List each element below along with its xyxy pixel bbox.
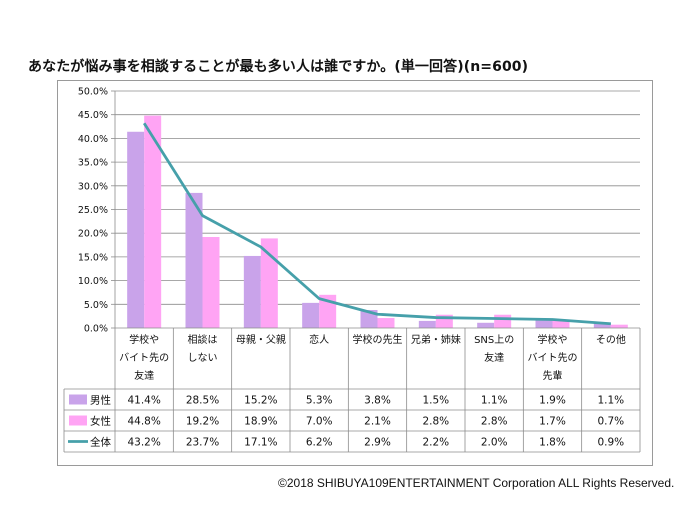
data-label: 15.2% [244, 395, 277, 407]
data-label: 41.4% [127, 395, 160, 407]
bar-female [377, 318, 395, 328]
category-label: 友達 [484, 351, 504, 364]
bar-female [494, 314, 512, 328]
bar-female [260, 238, 278, 328]
legend-label: 女性 [90, 415, 111, 428]
bar-male [535, 318, 553, 328]
category-label: 学校の先生 [353, 333, 403, 346]
y-tick-label: 25.0% [78, 205, 108, 216]
y-tick-label: 0.0% [84, 324, 108, 335]
data-label: 5.3% [306, 395, 333, 407]
bar-male [477, 322, 495, 328]
data-label: 44.8% [127, 416, 160, 428]
data-label: 2.8% [422, 416, 449, 428]
series-line-total [142, 122, 611, 326]
data-label: 7.0% [306, 416, 333, 428]
chart-title: あなたが悩み事を相談することが最も多い人は誰ですか。(単一回答)(n=600) [28, 59, 529, 75]
data-label: 6.2% [306, 437, 333, 449]
bar-female [144, 115, 162, 328]
category-label: 母親・父親 [236, 333, 286, 346]
category-label: その他 [596, 333, 626, 346]
category-label: 先輩 [543, 369, 563, 382]
data-label: 3.8% [364, 395, 391, 407]
data-label: 2.1% [364, 416, 391, 428]
y-tick-label: 15.0% [78, 252, 108, 263]
legend-key-male [69, 394, 87, 405]
data-label: 1.7% [539, 416, 566, 428]
category-label: 兄弟・姉妹 [411, 333, 461, 346]
bar-male [127, 131, 145, 328]
data-label: 23.7% [186, 437, 219, 449]
data-label: 43.2% [127, 437, 160, 449]
chart-frame [57, 80, 653, 466]
category-label: 恋人 [309, 333, 329, 346]
data-label: 2.2% [422, 437, 449, 449]
category-label: 学校や [538, 333, 568, 346]
data-label: 1.1% [481, 395, 508, 407]
y-tick-label: 30.0% [78, 181, 108, 192]
bar-male [418, 320, 436, 328]
y-tick-label: 20.0% [78, 229, 108, 240]
category-label: バイト先の [528, 352, 578, 364]
category-label: しない [188, 352, 218, 364]
category-label: SNS上の [474, 334, 514, 346]
category-label: バイト先の [119, 352, 169, 364]
y-tick-label: 35.0% [78, 158, 108, 169]
y-tick-label: 40.0% [78, 134, 108, 145]
data-label: 0.7% [597, 416, 624, 428]
category-label: 学校や [129, 333, 159, 346]
bar-female [202, 236, 220, 328]
data-label: 28.5% [186, 395, 219, 407]
data-label: 1.5% [422, 395, 449, 407]
legend-label: 男性 [90, 394, 111, 407]
category-label: 相談は [188, 333, 218, 346]
data-label: 1.8% [539, 437, 566, 449]
data-label: 2.8% [481, 416, 508, 428]
bar-male [185, 192, 203, 328]
y-tick-label: 10.0% [78, 276, 108, 287]
y-tick-label: 45.0% [78, 110, 108, 121]
category-label: 友達 [134, 369, 154, 382]
data-label: 2.9% [364, 437, 391, 449]
data-label: 1.1% [597, 395, 624, 407]
data-label: 17.1% [244, 437, 277, 449]
bar-male [593, 322, 611, 328]
bar-female [610, 324, 628, 328]
data-label: 1.9% [539, 395, 566, 407]
y-tick-label: 5.0% [84, 300, 108, 311]
data-label: 18.9% [244, 416, 277, 428]
bar-male [302, 302, 320, 328]
legend-key-female [69, 415, 87, 426]
copyright-footer: ©2018 SHIBUYA109ENTERTAINMENT Corporatio… [278, 476, 675, 490]
data-label: 2.0% [481, 437, 508, 449]
data-label: 19.2% [186, 416, 219, 428]
bar-female [552, 319, 570, 328]
legend-label: 全体 [90, 436, 111, 449]
bar-male [243, 255, 261, 328]
y-tick-label: 50.0% [78, 87, 108, 98]
data-label: 0.9% [597, 437, 624, 449]
